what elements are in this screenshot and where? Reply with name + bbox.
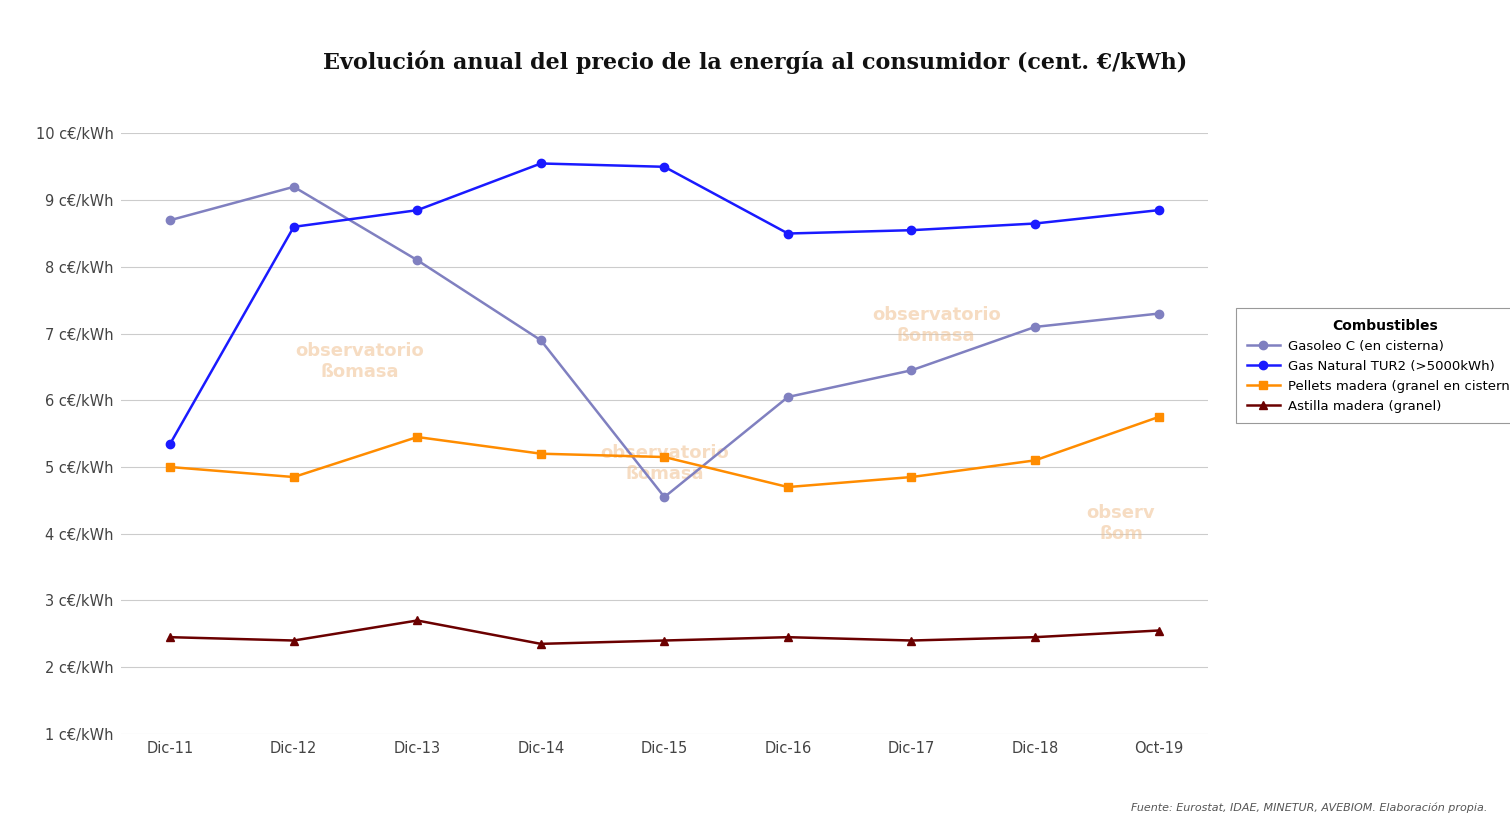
Gasoleo C (en cisterna) [903, 365, 921, 375]
Gasoleo C (en cisterna) [1025, 322, 1043, 332]
Pellets madera (granel en cisterna) [285, 472, 304, 482]
Gasoleo C (en cisterna) [532, 335, 550, 345]
Astilla madera (granel) [1025, 632, 1043, 642]
Pellets madera (granel en cisterna) [408, 432, 426, 442]
Text: Evolución anual del precio de la energía al consumidor (cent. €/kWh): Evolución anual del precio de la energía… [323, 50, 1187, 73]
Pellets madera (granel en cisterna) [1149, 412, 1167, 422]
Gas Natural TUR2 (>5000kWh) [779, 229, 797, 239]
Text: Fuente: Eurostat, IDAE, MINETUR, AVEBIOM. Elaboración propia.: Fuente: Eurostat, IDAE, MINETUR, AVEBIOM… [1131, 802, 1487, 813]
Astilla madera (granel) [655, 636, 673, 646]
Astilla madera (granel) [162, 632, 180, 642]
Pellets madera (granel en cisterna) [779, 482, 797, 492]
Text: observatorio
ßomasa: observatorio ßomasa [296, 342, 424, 381]
Gasoleo C (en cisterna) [408, 255, 426, 265]
Astilla madera (granel) [408, 615, 426, 626]
Line: Gasoleo C (en cisterna): Gasoleo C (en cisterna) [166, 183, 1163, 501]
Legend: Gasoleo C (en cisterna), Gas Natural TUR2 (>5000kWh), Pellets madera (granel en : Gasoleo C (en cisterna), Gas Natural TUR… [1237, 309, 1510, 424]
Pellets madera (granel en cisterna) [903, 472, 921, 482]
Pellets madera (granel en cisterna) [1025, 455, 1043, 465]
Gas Natural TUR2 (>5000kWh) [162, 439, 180, 449]
Pellets madera (granel en cisterna) [162, 462, 180, 472]
Text: observatorio
ßomasa: observatorio ßomasa [599, 445, 729, 483]
Astilla madera (granel) [285, 636, 304, 646]
Pellets madera (granel en cisterna) [655, 452, 673, 462]
Line: Pellets madera (granel en cisterna): Pellets madera (granel en cisterna) [166, 413, 1163, 491]
Gasoleo C (en cisterna) [162, 215, 180, 225]
Line: Astilla madera (granel): Astilla madera (granel) [166, 616, 1163, 648]
Astilla madera (granel) [779, 632, 797, 642]
Gas Natural TUR2 (>5000kWh) [1149, 205, 1167, 215]
Gasoleo C (en cisterna) [285, 182, 304, 192]
Gas Natural TUR2 (>5000kWh) [1025, 219, 1043, 229]
Astilla madera (granel) [903, 636, 921, 646]
Gasoleo C (en cisterna) [655, 492, 673, 502]
Text: observatorio
ßomasa: observatorio ßomasa [871, 306, 1001, 345]
Gas Natural TUR2 (>5000kWh) [903, 225, 921, 235]
Pellets madera (granel en cisterna) [532, 449, 550, 459]
Text: observ
ßom: observ ßom [1087, 505, 1155, 543]
Line: Gas Natural TUR2 (>5000kWh): Gas Natural TUR2 (>5000kWh) [166, 159, 1163, 448]
Gas Natural TUR2 (>5000kWh) [532, 158, 550, 168]
Gas Natural TUR2 (>5000kWh) [408, 205, 426, 215]
Gasoleo C (en cisterna) [779, 392, 797, 402]
Gas Natural TUR2 (>5000kWh) [285, 222, 304, 232]
Astilla madera (granel) [1149, 626, 1167, 636]
Gasoleo C (en cisterna) [1149, 309, 1167, 319]
Gas Natural TUR2 (>5000kWh) [655, 162, 673, 172]
Astilla madera (granel) [532, 639, 550, 649]
